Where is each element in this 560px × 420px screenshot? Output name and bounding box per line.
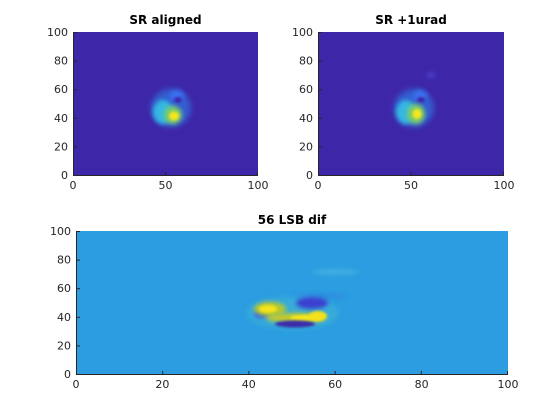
y-tick-label: 60 bbox=[57, 282, 71, 295]
subplot-title-sr-aligned: SR aligned bbox=[129, 13, 201, 27]
y-tick-label: 80 bbox=[57, 254, 71, 267]
x-tick-label: 20 bbox=[155, 378, 169, 391]
x-tick-label: 50 bbox=[159, 179, 173, 192]
x-tick-label: 50 bbox=[404, 179, 418, 192]
heatmap-blob bbox=[151, 89, 191, 127]
y-ticks: 0 20 40 60 80 100 bbox=[50, 225, 80, 381]
heatmap-blob bbox=[247, 269, 359, 329]
x-ticks: 0 50 100 bbox=[70, 172, 269, 192]
positive-lobe-core bbox=[259, 305, 277, 313]
y-tick-label: 80 bbox=[299, 55, 313, 68]
x-ticks: 0 50 100 bbox=[315, 172, 515, 192]
subplot-sr-plus-1urad: SR +1urad 0 50 100 0 20 bbox=[292, 13, 515, 192]
subplot-title-sr-plus-1urad: SR +1urad bbox=[375, 13, 447, 27]
x-ticks: 0 20 40 60 80 100 bbox=[73, 371, 519, 391]
y-tick-label: 20 bbox=[299, 140, 313, 153]
x-tick-label: 100 bbox=[494, 179, 515, 192]
faint-streak bbox=[311, 269, 359, 275]
x-tick-label: 60 bbox=[328, 378, 342, 391]
y-tick-label: 40 bbox=[54, 112, 68, 125]
x-tick-label: 0 bbox=[70, 179, 77, 192]
x-tick-label: 100 bbox=[498, 378, 519, 391]
y-tick-label: 80 bbox=[54, 55, 68, 68]
negative-lobe bbox=[296, 297, 328, 309]
y-tick-label: 20 bbox=[57, 339, 71, 352]
x-tick-label: 0 bbox=[315, 179, 322, 192]
y-ticks: 0 20 40 60 80 100 bbox=[292, 26, 322, 182]
y-tick-label: 40 bbox=[57, 311, 71, 324]
subplot-56-lsb-dif: 56 LSB dif 0 20 40 60 80 bbox=[50, 213, 519, 391]
y-tick-label: 40 bbox=[299, 112, 313, 125]
peak-core bbox=[169, 111, 179, 121]
y-tick-label: 60 bbox=[299, 83, 313, 96]
y-tick-label: 60 bbox=[54, 83, 68, 96]
y-tick-label: 100 bbox=[47, 26, 68, 39]
x-tick-label: 40 bbox=[242, 378, 256, 391]
faint-spot bbox=[426, 72, 436, 78]
x-tick-label: 80 bbox=[415, 378, 429, 391]
y-tick-label: 0 bbox=[306, 169, 313, 182]
heatmap-blob bbox=[394, 72, 436, 127]
y-tick-label: 0 bbox=[61, 169, 68, 182]
x-tick-label: 100 bbox=[248, 179, 269, 192]
y-ticks: 0 20 40 60 80 100 bbox=[47, 26, 77, 182]
y-tick-label: 100 bbox=[50, 225, 71, 238]
y-tick-label: 20 bbox=[54, 140, 68, 153]
positive-tip bbox=[309, 311, 327, 321]
x-tick-label: 0 bbox=[73, 378, 80, 391]
subplot-sr-aligned: SR aligned 0 50 100 0 20 bbox=[47, 13, 269, 192]
notch bbox=[174, 97, 182, 103]
subplot-title-56-lsb-dif: 56 LSB dif bbox=[258, 213, 327, 227]
notch bbox=[417, 97, 425, 103]
y-tick-label: 0 bbox=[64, 368, 71, 381]
y-tick-label: 100 bbox=[292, 26, 313, 39]
peak-core bbox=[412, 109, 422, 119]
negative-band bbox=[275, 320, 315, 328]
